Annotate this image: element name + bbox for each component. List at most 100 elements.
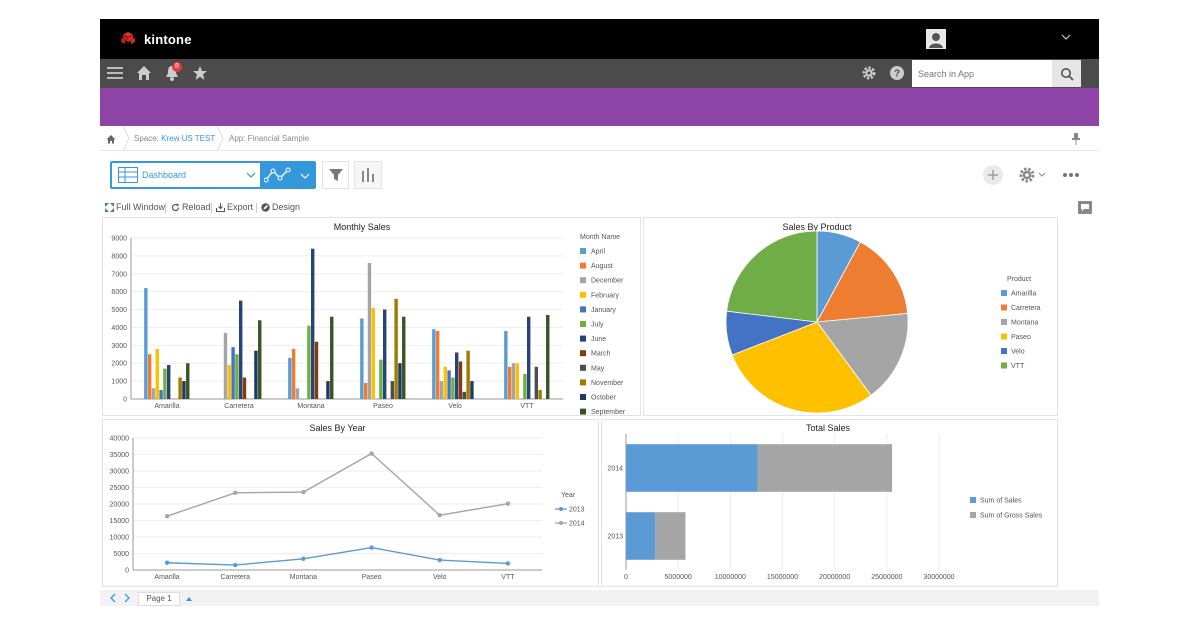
table-view-icon bbox=[118, 167, 138, 183]
graph-settings-button[interactable] bbox=[354, 161, 382, 189]
view-selector[interactable]: Dashboard bbox=[110, 161, 316, 189]
expand-icon bbox=[105, 202, 114, 212]
notification-badge: 8 bbox=[172, 62, 182, 72]
home-icon[interactable] bbox=[106, 134, 116, 144]
y-tick-label: 6000 bbox=[111, 289, 127, 296]
bar bbox=[231, 347, 235, 399]
comment-button[interactable] bbox=[1078, 201, 1092, 214]
bar bbox=[515, 363, 519, 399]
data-point bbox=[437, 513, 442, 518]
bar bbox=[379, 359, 383, 399]
graph-icon[interactable] bbox=[264, 167, 292, 183]
x-tick-label: Paseo bbox=[373, 403, 393, 410]
search-icon bbox=[1060, 67, 1074, 81]
bar-segment bbox=[626, 512, 656, 560]
y-tick-label: 2014 bbox=[607, 466, 623, 473]
bar bbox=[258, 320, 262, 399]
star-icon[interactable] bbox=[192, 64, 208, 82]
y-tick-label: 30000 bbox=[110, 469, 130, 476]
chevron-down-icon[interactable] bbox=[1038, 171, 1046, 179]
bar-segment bbox=[757, 444, 893, 492]
legend-label: 2013 bbox=[569, 507, 585, 514]
legend-marker bbox=[559, 521, 563, 525]
pin-icon[interactable] bbox=[1072, 133, 1080, 145]
pie-slice bbox=[816, 241, 909, 323]
bar bbox=[307, 325, 311, 399]
y-tick-label: 7000 bbox=[111, 271, 127, 278]
legend-label: Montana bbox=[1011, 320, 1038, 327]
chevron-down-icon[interactable] bbox=[1060, 31, 1072, 43]
bar bbox=[511, 363, 516, 399]
breadcrumb-app: App: Financial Sample bbox=[229, 134, 310, 143]
bar bbox=[439, 381, 444, 399]
gear-icon[interactable] bbox=[861, 64, 877, 82]
search-button[interactable] bbox=[1052, 60, 1081, 87]
pagination-bar: Page 1 bbox=[100, 590, 1099, 606]
bar bbox=[546, 314, 550, 399]
legend-swatch bbox=[1001, 333, 1007, 340]
logo[interactable]: kintone bbox=[118, 31, 192, 47]
bar bbox=[288, 357, 292, 399]
home-icon[interactable] bbox=[136, 64, 152, 82]
full-window-button[interactable]: Full Window bbox=[105, 202, 165, 212]
legend-label: Paseo bbox=[1011, 334, 1031, 341]
bar bbox=[159, 390, 163, 399]
y-tick-label: 9000 bbox=[111, 236, 127, 243]
bar bbox=[326, 381, 330, 399]
bar bbox=[390, 381, 395, 399]
app-window: kintone 8 bbox=[100, 19, 1099, 606]
monthly-sales-panel: Monthly Sales 0 1000 2000 3000 4000 5000 6000 70… bbox=[102, 217, 641, 416]
data-point bbox=[164, 514, 170, 519]
bar bbox=[455, 352, 459, 399]
export-button[interactable]: Export bbox=[216, 202, 253, 212]
data-point bbox=[233, 562, 238, 568]
ellipsis-icon[interactable] bbox=[1062, 172, 1080, 178]
legend-label: April bbox=[591, 249, 605, 256]
legend-label: 2014 bbox=[569, 521, 585, 528]
y-tick-label: 4000 bbox=[111, 325, 127, 332]
bar bbox=[330, 316, 334, 399]
x-tick-label: Amarilla bbox=[154, 403, 179, 410]
bar bbox=[398, 363, 402, 399]
help-icon[interactable]: ? bbox=[889, 64, 905, 82]
legend-swatch bbox=[580, 394, 586, 400]
export-label: Export bbox=[227, 202, 254, 212]
bar bbox=[167, 365, 171, 399]
legend-label: Sum of Gross Sales bbox=[980, 513, 1043, 520]
legend-swatch bbox=[580, 277, 586, 284]
search-input[interactable] bbox=[912, 60, 1052, 87]
view-dropdown[interactable]: Dashboard bbox=[112, 163, 260, 187]
chart-title: Sales By Year bbox=[309, 423, 365, 433]
chevron-up-icon[interactable] bbox=[185, 595, 193, 603]
bar-segment bbox=[655, 512, 686, 560]
menu-icon[interactable] bbox=[107, 64, 123, 82]
breadcrumb-space-link[interactable]: Krew US TEST bbox=[161, 134, 216, 143]
bar bbox=[227, 365, 231, 399]
reload-label: Reload bbox=[182, 202, 211, 212]
add-record-button[interactable] bbox=[983, 165, 1003, 185]
chevron-down-icon[interactable] bbox=[300, 171, 310, 181]
next-icon[interactable] bbox=[122, 593, 132, 603]
legend-label: Sum of Sales bbox=[980, 498, 1022, 505]
bar bbox=[155, 348, 159, 399]
avatar[interactable] bbox=[926, 29, 946, 49]
bar bbox=[291, 348, 296, 399]
y-tick-label: 10000 bbox=[110, 535, 130, 542]
bar bbox=[239, 300, 243, 399]
legend-swatch bbox=[1001, 362, 1007, 369]
legend-swatch bbox=[580, 335, 586, 342]
page-indicator[interactable]: Page 1 bbox=[138, 592, 180, 606]
legend-label: February bbox=[591, 292, 620, 299]
bar bbox=[311, 248, 315, 399]
filter-button[interactable] bbox=[322, 161, 349, 189]
bar bbox=[182, 381, 186, 399]
design-icon bbox=[261, 202, 270, 212]
reload-button[interactable]: Reload bbox=[171, 202, 211, 212]
gear-icon[interactable] bbox=[1018, 166, 1036, 184]
bar bbox=[432, 329, 436, 399]
bar bbox=[151, 388, 156, 399]
chevron-down-icon bbox=[246, 172, 256, 178]
prev-icon[interactable] bbox=[108, 593, 118, 603]
y-tick-label: 5000 bbox=[113, 551, 129, 558]
design-button[interactable]: Design bbox=[261, 202, 300, 212]
